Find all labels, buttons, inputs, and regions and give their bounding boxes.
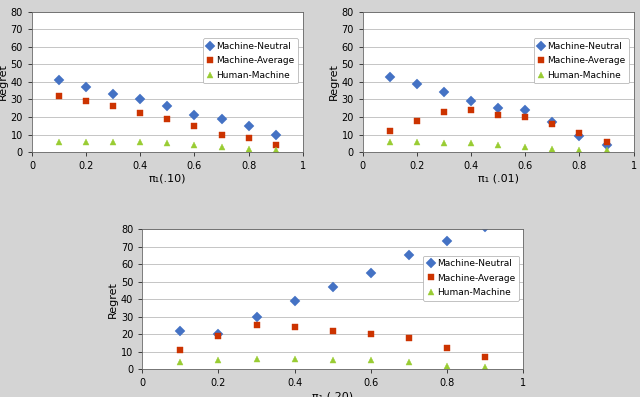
Machine-Average <box>481 355 489 359</box>
Machine-Average <box>164 116 172 121</box>
Machine-Neutral <box>367 270 375 275</box>
X-axis label: π₁(.10): π₁(.10) <box>148 174 186 184</box>
Machine-Neutral <box>413 81 421 86</box>
Human-Machine <box>253 357 260 361</box>
Machine-Neutral <box>214 332 222 337</box>
Machine-Neutral <box>467 99 475 104</box>
Machine-Neutral <box>481 225 489 230</box>
Line: Machine-Average: Machine-Average <box>56 93 279 148</box>
Line: Machine-Average: Machine-Average <box>387 106 610 145</box>
Machine-Average <box>177 347 184 352</box>
Machine-Neutral <box>55 78 63 83</box>
Machine-Average <box>467 108 475 112</box>
Machine-Neutral <box>495 106 502 111</box>
Legend: Machine-Neutral, Machine-Average, Human-Machine: Machine-Neutral, Machine-Average, Human-… <box>424 256 519 301</box>
Line: Machine-Neutral: Machine-Neutral <box>56 77 279 138</box>
Human-Machine <box>291 357 298 361</box>
Machine-Neutral <box>522 108 529 112</box>
Machine-Average <box>83 99 90 104</box>
Machine-Average <box>444 346 451 351</box>
Machine-Average <box>495 113 502 118</box>
Machine-Neutral <box>109 92 117 96</box>
Line: Human-Machine: Human-Machine <box>387 138 610 154</box>
Machine-Neutral <box>177 328 184 333</box>
Machine-Neutral <box>329 285 337 289</box>
Line: Machine-Neutral: Machine-Neutral <box>387 73 610 148</box>
Human-Machine <box>272 148 280 153</box>
Human-Machine <box>164 141 172 146</box>
Human-Machine <box>603 148 611 153</box>
Machine-Neutral <box>575 134 583 139</box>
Human-Machine <box>136 139 144 144</box>
Human-Machine <box>575 148 583 153</box>
Machine-Neutral <box>218 116 225 121</box>
Machine-Average <box>191 123 198 128</box>
Machine-Neutral <box>136 97 144 102</box>
Machine-Neutral <box>272 132 280 137</box>
Machine-Average <box>214 333 222 338</box>
Machine-Neutral <box>291 299 298 303</box>
Legend: Machine-Neutral, Machine-Average, Human-Machine: Machine-Neutral, Machine-Average, Human-… <box>203 39 298 83</box>
Machine-Neutral <box>83 85 90 90</box>
Human-Machine <box>548 146 556 151</box>
Machine-Average <box>136 111 144 116</box>
Human-Machine <box>191 143 198 147</box>
Y-axis label: Regret: Regret <box>329 64 339 100</box>
Line: Human-Machine: Human-Machine <box>56 138 279 154</box>
Machine-Average <box>548 121 556 126</box>
Machine-Neutral <box>548 120 556 125</box>
Machine-Average <box>272 143 280 147</box>
X-axis label: π₁ (.01): π₁ (.01) <box>477 174 519 184</box>
Machine-Average <box>218 132 225 137</box>
Machine-Neutral <box>253 314 260 319</box>
Machine-Neutral <box>603 143 611 147</box>
Machine-Neutral <box>444 239 451 244</box>
Machine-Neutral <box>191 113 198 118</box>
Human-Machine <box>218 145 225 149</box>
Human-Machine <box>522 145 529 149</box>
Machine-Neutral <box>440 90 448 95</box>
Legend: Machine-Neutral, Machine-Average, Human-Machine: Machine-Neutral, Machine-Average, Human-… <box>534 39 629 83</box>
Machine-Average <box>440 109 448 114</box>
Machine-Average <box>244 136 252 141</box>
Machine-Average <box>109 104 117 109</box>
Machine-Average <box>329 328 337 333</box>
Human-Machine <box>109 139 117 144</box>
Y-axis label: Regret: Regret <box>0 64 8 100</box>
Human-Machine <box>214 358 222 363</box>
Line: Machine-Neutral: Machine-Neutral <box>177 224 489 338</box>
Human-Machine <box>329 358 337 363</box>
Machine-Average <box>386 129 394 133</box>
Human-Machine <box>244 146 252 151</box>
Human-Machine <box>413 139 421 144</box>
Human-Machine <box>405 360 413 364</box>
Human-Machine <box>495 143 502 147</box>
Human-Machine <box>367 358 375 363</box>
Machine-Neutral <box>386 74 394 79</box>
Machine-Neutral <box>244 123 252 128</box>
Machine-Average <box>575 130 583 135</box>
Machine-Neutral <box>164 104 172 109</box>
Human-Machine <box>440 141 448 146</box>
Machine-Average <box>405 335 413 340</box>
Y-axis label: Regret: Regret <box>108 281 118 318</box>
Machine-Average <box>367 332 375 337</box>
Human-Machine <box>386 139 394 144</box>
Machine-Average <box>413 118 421 123</box>
Machine-Average <box>253 323 260 328</box>
Human-Machine <box>467 141 475 146</box>
Human-Machine <box>55 139 63 144</box>
Human-Machine <box>444 363 451 368</box>
Machine-Neutral <box>405 253 413 258</box>
Line: Human-Machine: Human-Machine <box>177 355 489 371</box>
Human-Machine <box>83 139 90 144</box>
Machine-Average <box>55 94 63 98</box>
Machine-Average <box>522 115 529 119</box>
Machine-Average <box>291 325 298 330</box>
X-axis label: π₁ (.20): π₁ (.20) <box>312 391 353 397</box>
Human-Machine <box>481 365 489 370</box>
Human-Machine <box>177 360 184 364</box>
Machine-Average <box>603 139 611 144</box>
Line: Machine-Average: Machine-Average <box>177 322 489 360</box>
